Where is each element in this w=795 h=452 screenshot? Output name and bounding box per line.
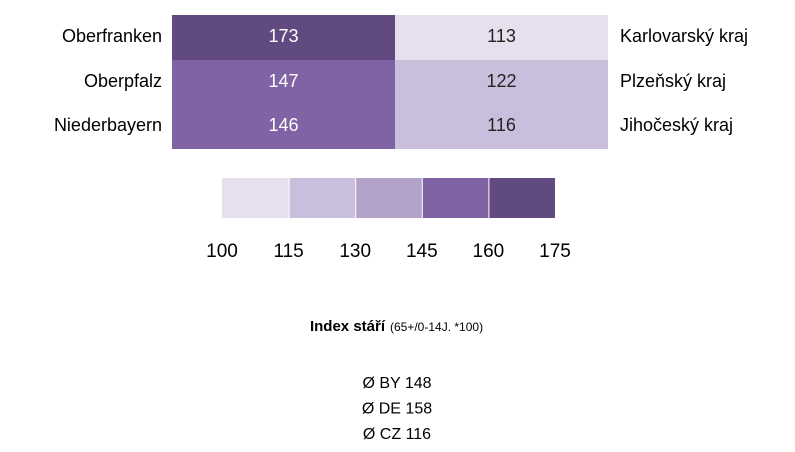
row-label-right: Plzeňský kraj: [620, 71, 726, 91]
heat-cell: [395, 104, 608, 149]
cell-label: 173: [268, 26, 298, 46]
cell-label: 147: [268, 71, 298, 91]
heat-cell: [172, 15, 395, 60]
cell-label: 146: [268, 115, 298, 135]
annotation: Ø CZ 116: [363, 426, 431, 443]
row-label-left: Oberfranken: [62, 26, 162, 46]
annotation: Ø BY 148: [362, 375, 431, 392]
cell-label: 116: [487, 115, 516, 135]
chart-title: Index stáří: [310, 318, 386, 335]
legend-swatch: [489, 178, 555, 218]
legend-tick-label: 130: [339, 241, 371, 262]
legend-tick-label: 115: [273, 241, 303, 262]
row-label-left: Oberpfalz: [84, 71, 162, 91]
heat-cell: [172, 60, 395, 105]
heat-cell: [395, 15, 608, 60]
legend-tick-label: 145: [406, 241, 438, 262]
row-label-left: Niederbayern: [54, 115, 162, 135]
legend-swatch: [422, 178, 489, 218]
legend-tick-label: 100: [206, 241, 238, 262]
heat-cell: [172, 104, 395, 149]
legend-swatch: [356, 178, 422, 218]
legend-tick-label: 160: [473, 241, 505, 262]
legend-tick-label: 175: [539, 241, 571, 262]
chart-subtitle: (65+/0-14J. *100): [390, 320, 483, 334]
row-label-right: Karlovarský kraj: [620, 26, 748, 46]
annotation: Ø DE 158: [362, 401, 432, 418]
legend-swatch: [289, 178, 356, 218]
cell-label: 113: [487, 26, 516, 46]
heat-cell: [395, 60, 608, 105]
cell-label: 122: [486, 71, 516, 91]
row-label-right: Jihočeský kraj: [620, 115, 733, 135]
legend-swatch: [222, 178, 289, 218]
